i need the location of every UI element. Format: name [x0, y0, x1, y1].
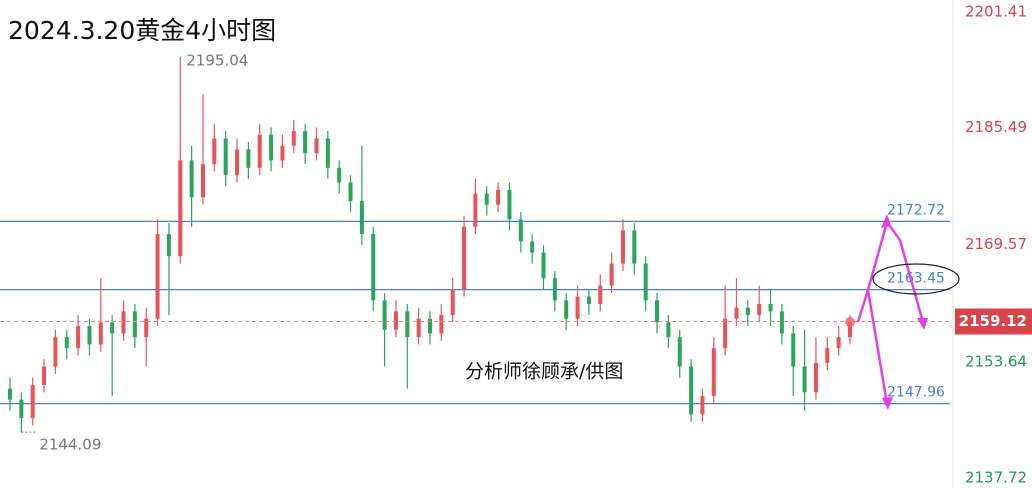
candle-body	[359, 200, 364, 235]
candle-body	[121, 311, 126, 334]
candle-body	[643, 263, 648, 301]
candle-body	[609, 263, 614, 286]
candle-body	[791, 333, 796, 367]
candle-body	[166, 234, 171, 257]
candle-body	[405, 311, 410, 338]
candle-body	[632, 230, 637, 264]
last-price-label: 2159.12	[959, 312, 1027, 330]
candle-body	[689, 366, 694, 415]
candle-body	[371, 234, 376, 301]
candle-body	[64, 337, 69, 349]
y-tick-label: 2169.57	[965, 235, 1027, 253]
y-tick-label: 2185.49	[965, 118, 1027, 136]
candle-body	[723, 318, 728, 349]
candle-body	[575, 296, 580, 319]
candle-body	[223, 138, 228, 176]
candle-body	[87, 326, 92, 345]
candle-body	[768, 303, 773, 312]
arrow-head	[882, 397, 893, 410]
candle-body	[496, 189, 501, 205]
candle-body	[155, 234, 160, 319]
candle-body	[518, 219, 523, 242]
y-tick-label: 2137.72	[965, 469, 1027, 487]
candle-body	[246, 149, 251, 168]
candle-body	[19, 399, 24, 419]
candle-body	[416, 318, 421, 338]
candle-body	[779, 311, 784, 334]
candle-body	[325, 138, 330, 168]
candle-body	[132, 311, 137, 338]
arrow-down	[866, 289, 889, 405]
low-label: 2144.09	[39, 436, 101, 454]
candle-body	[655, 300, 660, 323]
candle-body	[711, 348, 716, 396]
y-tick-label: 2153.64	[965, 352, 1027, 370]
candle-body	[734, 307, 739, 319]
candle-body	[530, 241, 535, 253]
high-label: 2195.04	[186, 52, 248, 70]
y-tick-label: 2201.41	[965, 3, 1027, 21]
candle-body	[677, 337, 682, 367]
candle-body	[439, 315, 444, 334]
candle-body	[598, 285, 603, 304]
candle-body	[76, 326, 81, 349]
arrow-head	[917, 318, 928, 330]
candle-body	[541, 252, 546, 279]
current-dot	[845, 317, 855, 327]
candle-body	[393, 311, 398, 330]
candle-body	[450, 289, 455, 316]
candle-body	[8, 388, 12, 400]
candle-body	[212, 138, 217, 165]
candle-body	[144, 318, 149, 338]
watermark: 分析师徐顾承/供图	[465, 361, 623, 383]
candle-body	[586, 296, 591, 304]
candle-body	[757, 303, 762, 316]
candle-body	[303, 131, 308, 154]
candle-body	[30, 384, 35, 419]
candle-body	[428, 318, 432, 334]
candle-body	[620, 230, 625, 264]
candle-body	[291, 131, 296, 146]
candle-body	[836, 337, 841, 349]
arrow-head	[881, 214, 891, 228]
candle-body	[745, 307, 750, 316]
candle-body	[462, 226, 467, 290]
level-label: 2172.72	[887, 202, 945, 218]
candle-body	[200, 164, 205, 198]
candle-body	[280, 145, 285, 161]
candle-body	[825, 348, 830, 363]
candle-body	[314, 138, 319, 154]
candle-body	[110, 322, 115, 334]
highlight-ellipse	[872, 263, 960, 295]
candle-body	[813, 362, 818, 393]
candle-body	[484, 193, 489, 205]
candle-body	[473, 193, 478, 227]
candle-body	[564, 300, 569, 319]
candle-body	[42, 366, 47, 385]
candle-body	[269, 134, 274, 161]
level-label: 2147.96	[887, 385, 945, 401]
chart-title: 2024.3.20黄金4小时图	[8, 16, 276, 45]
candle-body	[666, 322, 671, 338]
candle-body	[53, 337, 58, 367]
candle-body	[98, 322, 103, 345]
candle-body	[178, 160, 183, 257]
candle-body	[348, 182, 353, 201]
candle-body	[552, 278, 557, 301]
candle-body	[507, 189, 512, 220]
candle-body	[257, 134, 262, 168]
candle-body	[382, 300, 387, 330]
level-label: 2163.45	[887, 271, 945, 287]
candle-body	[848, 321, 852, 338]
candle-body	[337, 167, 342, 183]
last-price-box	[955, 308, 1032, 335]
candle-body	[189, 160, 194, 198]
candle-body	[235, 149, 240, 176]
candle-body	[802, 366, 807, 393]
candle-body	[700, 395, 705, 415]
